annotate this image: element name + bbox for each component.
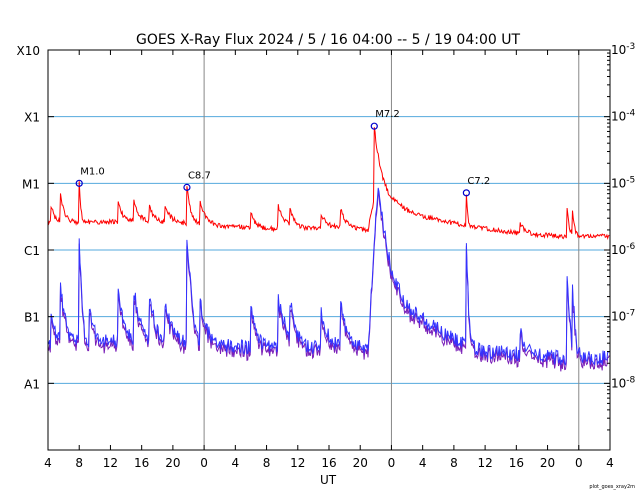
x-tick-label: 0 <box>575 456 583 470</box>
x-tick-label: 20 <box>165 456 180 470</box>
x-tick-label: 20 <box>540 456 555 470</box>
x-tick-label: 8 <box>75 456 83 470</box>
grid-layer <box>48 50 610 450</box>
flare-label: C7.2 <box>467 176 490 187</box>
x-tick-label: 12 <box>477 456 492 470</box>
x-tick-label: 8 <box>450 456 458 470</box>
x-axis-label: UT <box>320 473 337 487</box>
y-class-label: X10 <box>17 44 41 58</box>
x-tick-label: 12 <box>103 456 118 470</box>
flare-marker <box>75 179 83 187</box>
x-tick-label: 4 <box>606 456 614 470</box>
chart-title: GOES X-Ray Flux 2024 / 5 / 16 04:00 -- 5… <box>136 32 520 48</box>
x-tick-label: 20 <box>353 456 368 470</box>
flare-marker <box>462 189 470 197</box>
y-class-label: X1 <box>24 111 40 125</box>
y-class-label: C1 <box>24 244 40 258</box>
flare-label: M7.2 <box>375 109 400 120</box>
x-tick-label: 4 <box>419 456 427 470</box>
flare-label: C8.7 <box>188 170 211 181</box>
x-tick-label: 4 <box>232 456 240 470</box>
series-long-channel <box>47 127 610 241</box>
x-tick-label: 0 <box>200 456 208 470</box>
x-tick-label: 4 <box>44 456 52 470</box>
x-tick-label: 16 <box>321 456 336 470</box>
x-tick-label: 16 <box>134 456 149 470</box>
flare-label: M1.0 <box>80 166 105 177</box>
x-tick-label: 0 <box>388 456 396 470</box>
y-class-label: M1 <box>22 177 40 191</box>
tick-layer: 4 8 12 16 20 0 4 8 12 16 20 0 4 8 12 16 20 0 4 A1 B1 C1 M1 X1 X1… <box>17 42 636 470</box>
series-short-channel <box>47 187 610 367</box>
plot-credit: plot_goes_xray2m <box>589 484 635 490</box>
x-tick-label: 8 <box>263 456 271 470</box>
y-class-label: A1 <box>24 377 40 391</box>
x-tick-label: 12 <box>290 456 305 470</box>
flare-annotations: M1.0 C8.7 M7.2 C7.2 <box>75 109 490 197</box>
flare-marker <box>183 183 191 191</box>
flare-marker <box>370 122 378 130</box>
y-class-label: B1 <box>24 311 40 325</box>
x-tick-label: 16 <box>509 456 524 470</box>
series-layer <box>47 127 610 372</box>
